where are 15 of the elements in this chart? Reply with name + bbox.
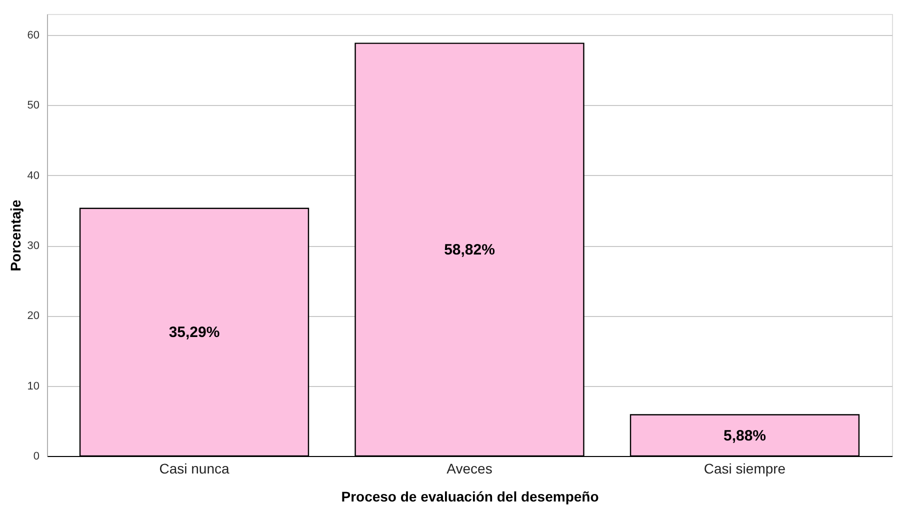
x-axis-title: Proceso de evaluación del desempeño xyxy=(341,488,599,504)
data-label: 5,88% xyxy=(723,427,766,444)
y-tick-label: 10 xyxy=(27,380,40,392)
x-tick-label: Casi nunca xyxy=(159,460,230,476)
y-tick-label: 30 xyxy=(27,240,40,252)
x-tick-label: Casi siempre xyxy=(704,460,786,476)
y-tick-label: 0 xyxy=(33,450,40,462)
y-tick-label: 20 xyxy=(27,310,40,322)
data-label: 35,29% xyxy=(168,324,220,342)
y-tick-label: 40 xyxy=(27,170,40,182)
y-axis-title: Porcentaje xyxy=(7,199,24,272)
y-tick-label: 60 xyxy=(27,30,40,42)
x-tick-label: Aveces xyxy=(446,460,492,476)
y-tick-label: 50 xyxy=(27,100,40,112)
data-label: 58,82% xyxy=(444,242,495,259)
